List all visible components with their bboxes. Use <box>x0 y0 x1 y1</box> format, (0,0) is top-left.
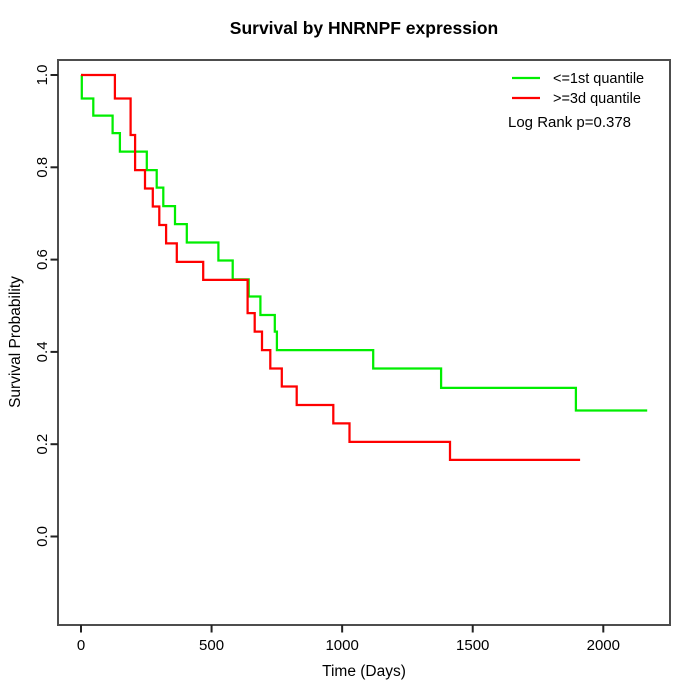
y-tick-label: 0.8 <box>34 157 51 178</box>
legend-label-third-quantile: >=3d quantile <box>553 91 641 107</box>
x-tick-label: 1000 <box>325 637 358 654</box>
y-axis-ticks: 0.0 0.2 0.4 0.6 0.8 1.0 <box>34 65 58 547</box>
y-axis-label: Survival Probability <box>7 276 24 408</box>
legend: <=1st quantile >=3d quantile Log Rank p=… <box>508 71 644 131</box>
y-tick-label: 1.0 <box>34 65 51 86</box>
y-tick-label: 0.2 <box>34 434 51 455</box>
x-tick-label: 2000 <box>587 637 620 654</box>
log-rank-annotation: Log Rank p=0.378 <box>508 114 631 131</box>
y-tick-label: 0.6 <box>34 249 51 270</box>
chart-title: Survival by HNRNPF expression <box>230 18 498 38</box>
x-axis-ticks: 0 500 1000 1500 2000 <box>77 625 620 654</box>
km-curve-low-expression <box>80 73 648 412</box>
legend-label-first-quantile: <=1st quantile <box>553 71 644 87</box>
x-axis-label: Time (Days) <box>322 663 406 680</box>
y-tick-label: 0.0 <box>34 526 51 547</box>
km-curve-high-expression <box>81 73 581 462</box>
x-tick-label: 500 <box>199 637 224 654</box>
x-tick-label: 0 <box>77 637 85 654</box>
plot-frame <box>57 59 671 626</box>
y-tick-label: 0.4 <box>34 341 51 362</box>
x-tick-label: 1500 <box>456 637 489 654</box>
